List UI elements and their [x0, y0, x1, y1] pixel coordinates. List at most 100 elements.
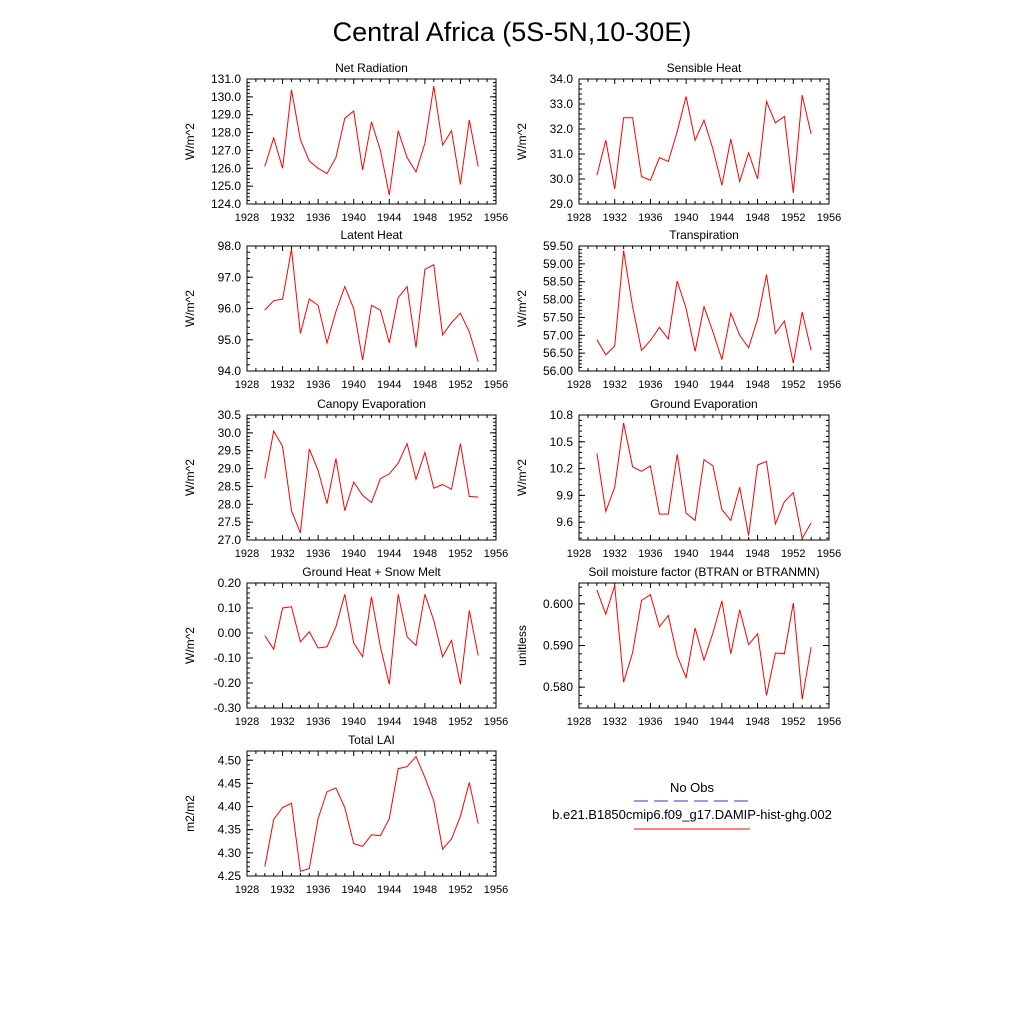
y-tick-label: 57.00	[543, 328, 573, 342]
chart-panel-3: Latent Heat 1928 1932 1936 1940 1944 1948 1952 1…	[183, 228, 508, 391]
y-tick-label: 33.0	[550, 97, 574, 111]
x-tick-label: 1940	[674, 548, 698, 560]
x-tick-label: 1952	[781, 379, 805, 391]
x-tick-label: 1936	[306, 884, 330, 896]
x-tick-label: 1944	[377, 379, 401, 391]
y-tick-label: 28.0	[218, 497, 242, 511]
chart-panel-5: Canopy Evaporation 1928 1932 1936 1940 1944 19…	[183, 397, 508, 560]
x-tick-label: 1936	[638, 716, 662, 728]
x-tick-label: 1956	[484, 716, 508, 728]
y-tick-label: 131.0	[211, 72, 241, 86]
plot-frame	[246, 78, 497, 205]
x-tick-label: 1944	[377, 212, 401, 224]
y-tick-label: 4.35	[218, 823, 242, 837]
y-tick-label: 59.50	[543, 239, 573, 253]
panel-title: Canopy Evaporation	[317, 397, 426, 411]
panel-title: Ground Evaporation	[650, 397, 757, 411]
x-tick-label: 1940	[341, 716, 365, 728]
x-tick-label: 1928	[235, 884, 259, 896]
x-tick-label: 1940	[341, 884, 365, 896]
y-tick-label: 96.0	[218, 302, 242, 316]
x-tick-label: 1932	[270, 548, 294, 560]
x-tick-label: 1936	[306, 212, 330, 224]
y-tick-label: 29.5	[218, 444, 242, 458]
y-tick-label: 130.0	[211, 90, 241, 104]
legend-model-label: b.e21.B1850cmip6.f09_g17.DAMIP-hist-ghg.…	[552, 807, 832, 822]
x-tick-label: 1956	[817, 548, 841, 560]
plot-frame	[246, 750, 497, 877]
x-tick-label: 1932	[602, 716, 626, 728]
x-tick-label: 1952	[448, 212, 472, 224]
x-tick-label: 1936	[306, 548, 330, 560]
plot-frame	[578, 78, 830, 205]
y-tick-label: 125.0	[211, 179, 241, 193]
series-line-model	[264, 755, 479, 873]
y-tick-label: 97.0	[218, 270, 242, 284]
y-tick-label: 9.9	[556, 488, 573, 502]
x-tick-label: 1940	[674, 716, 698, 728]
x-tick-label: 1936	[306, 379, 330, 391]
y-tick-label: 28.5	[218, 479, 242, 493]
y-axis-label: W/m^2	[183, 123, 197, 160]
series-line-model	[264, 249, 479, 362]
y-axis-label: W/m^2	[183, 290, 197, 327]
x-tick-label: 1956	[817, 716, 841, 728]
x-tick-label: 1948	[745, 716, 769, 728]
y-tick-label: 10.2	[550, 462, 574, 476]
y-tick-label: 0.580	[543, 680, 573, 694]
x-tick-label: 1952	[448, 548, 472, 560]
x-tick-label: 1940	[674, 212, 698, 224]
panel-title: Total LAI	[348, 733, 395, 747]
y-tick-label: 127.0	[211, 143, 241, 157]
y-tick-label: 4.50	[218, 753, 242, 767]
series-line-model	[596, 585, 812, 700]
y-axis-label: W/m^2	[183, 627, 197, 664]
y-tick-label: 94.0	[218, 364, 242, 378]
x-tick-label: 1940	[674, 379, 698, 391]
series-line-model	[264, 429, 479, 534]
y-tick-label: 56.50	[543, 346, 573, 360]
y-tick-label: 128.0	[211, 126, 241, 140]
y-tick-label: 124.0	[211, 197, 241, 211]
y-tick-label: 0.590	[543, 639, 573, 653]
y-tick-label: 0.20	[218, 576, 242, 590]
chart-panel-2: Sensible Heat 1928 1932 1936 1940 1944 1948 195…	[515, 61, 841, 224]
y-tick-label: 31.0	[550, 147, 574, 161]
x-tick-label: 1928	[235, 716, 259, 728]
y-tick-label: 58.50	[543, 275, 573, 289]
y-tick-label: 0.600	[543, 597, 573, 611]
x-tick-label: 1932	[602, 212, 626, 224]
x-tick-label: 1952	[448, 884, 472, 896]
y-tick-label: 126.0	[211, 161, 241, 175]
x-tick-label: 1952	[781, 548, 805, 560]
y-axis-label: W/m^2	[183, 459, 197, 496]
x-tick-label: 1952	[781, 212, 805, 224]
series-line-model	[264, 594, 479, 685]
y-tick-label: 95.0	[218, 333, 242, 347]
y-tick-label: 10.8	[550, 408, 574, 422]
x-tick-label: 1928	[235, 548, 259, 560]
x-tick-label: 1928	[567, 716, 591, 728]
x-tick-label: 1936	[638, 548, 662, 560]
y-tick-label: 4.25	[218, 869, 242, 883]
chart-panel-7: Ground Heat + Snow Melt 1928 1932 1936 1940 1…	[183, 565, 508, 728]
y-tick-label: 29.0	[550, 197, 574, 211]
x-tick-label: 1952	[448, 379, 472, 391]
x-tick-label: 1936	[638, 212, 662, 224]
plot-frame	[246, 582, 497, 709]
chart-panel-4: Transpiration 1928 1932 1936 1940 1944 1948 195…	[515, 228, 841, 391]
y-tick-label: -0.10	[214, 651, 242, 665]
y-tick-label: -0.30	[214, 701, 242, 715]
x-tick-label: 1932	[270, 379, 294, 391]
x-tick-label: 1928	[235, 379, 259, 391]
x-tick-label: 1948	[413, 884, 437, 896]
x-tick-label: 1948	[745, 212, 769, 224]
panel-title: Ground Heat + Snow Melt	[302, 565, 441, 579]
chart-panel-8: Soil moisture factor (BTRAN or BTRANMN) 1…	[515, 565, 841, 728]
y-tick-label: 129.0	[211, 108, 241, 122]
x-tick-label: 1948	[745, 379, 769, 391]
y-axis-label: W/m^2	[515, 290, 529, 327]
y-tick-label: 58.00	[543, 293, 573, 307]
panel-title: Transpiration	[669, 228, 739, 242]
